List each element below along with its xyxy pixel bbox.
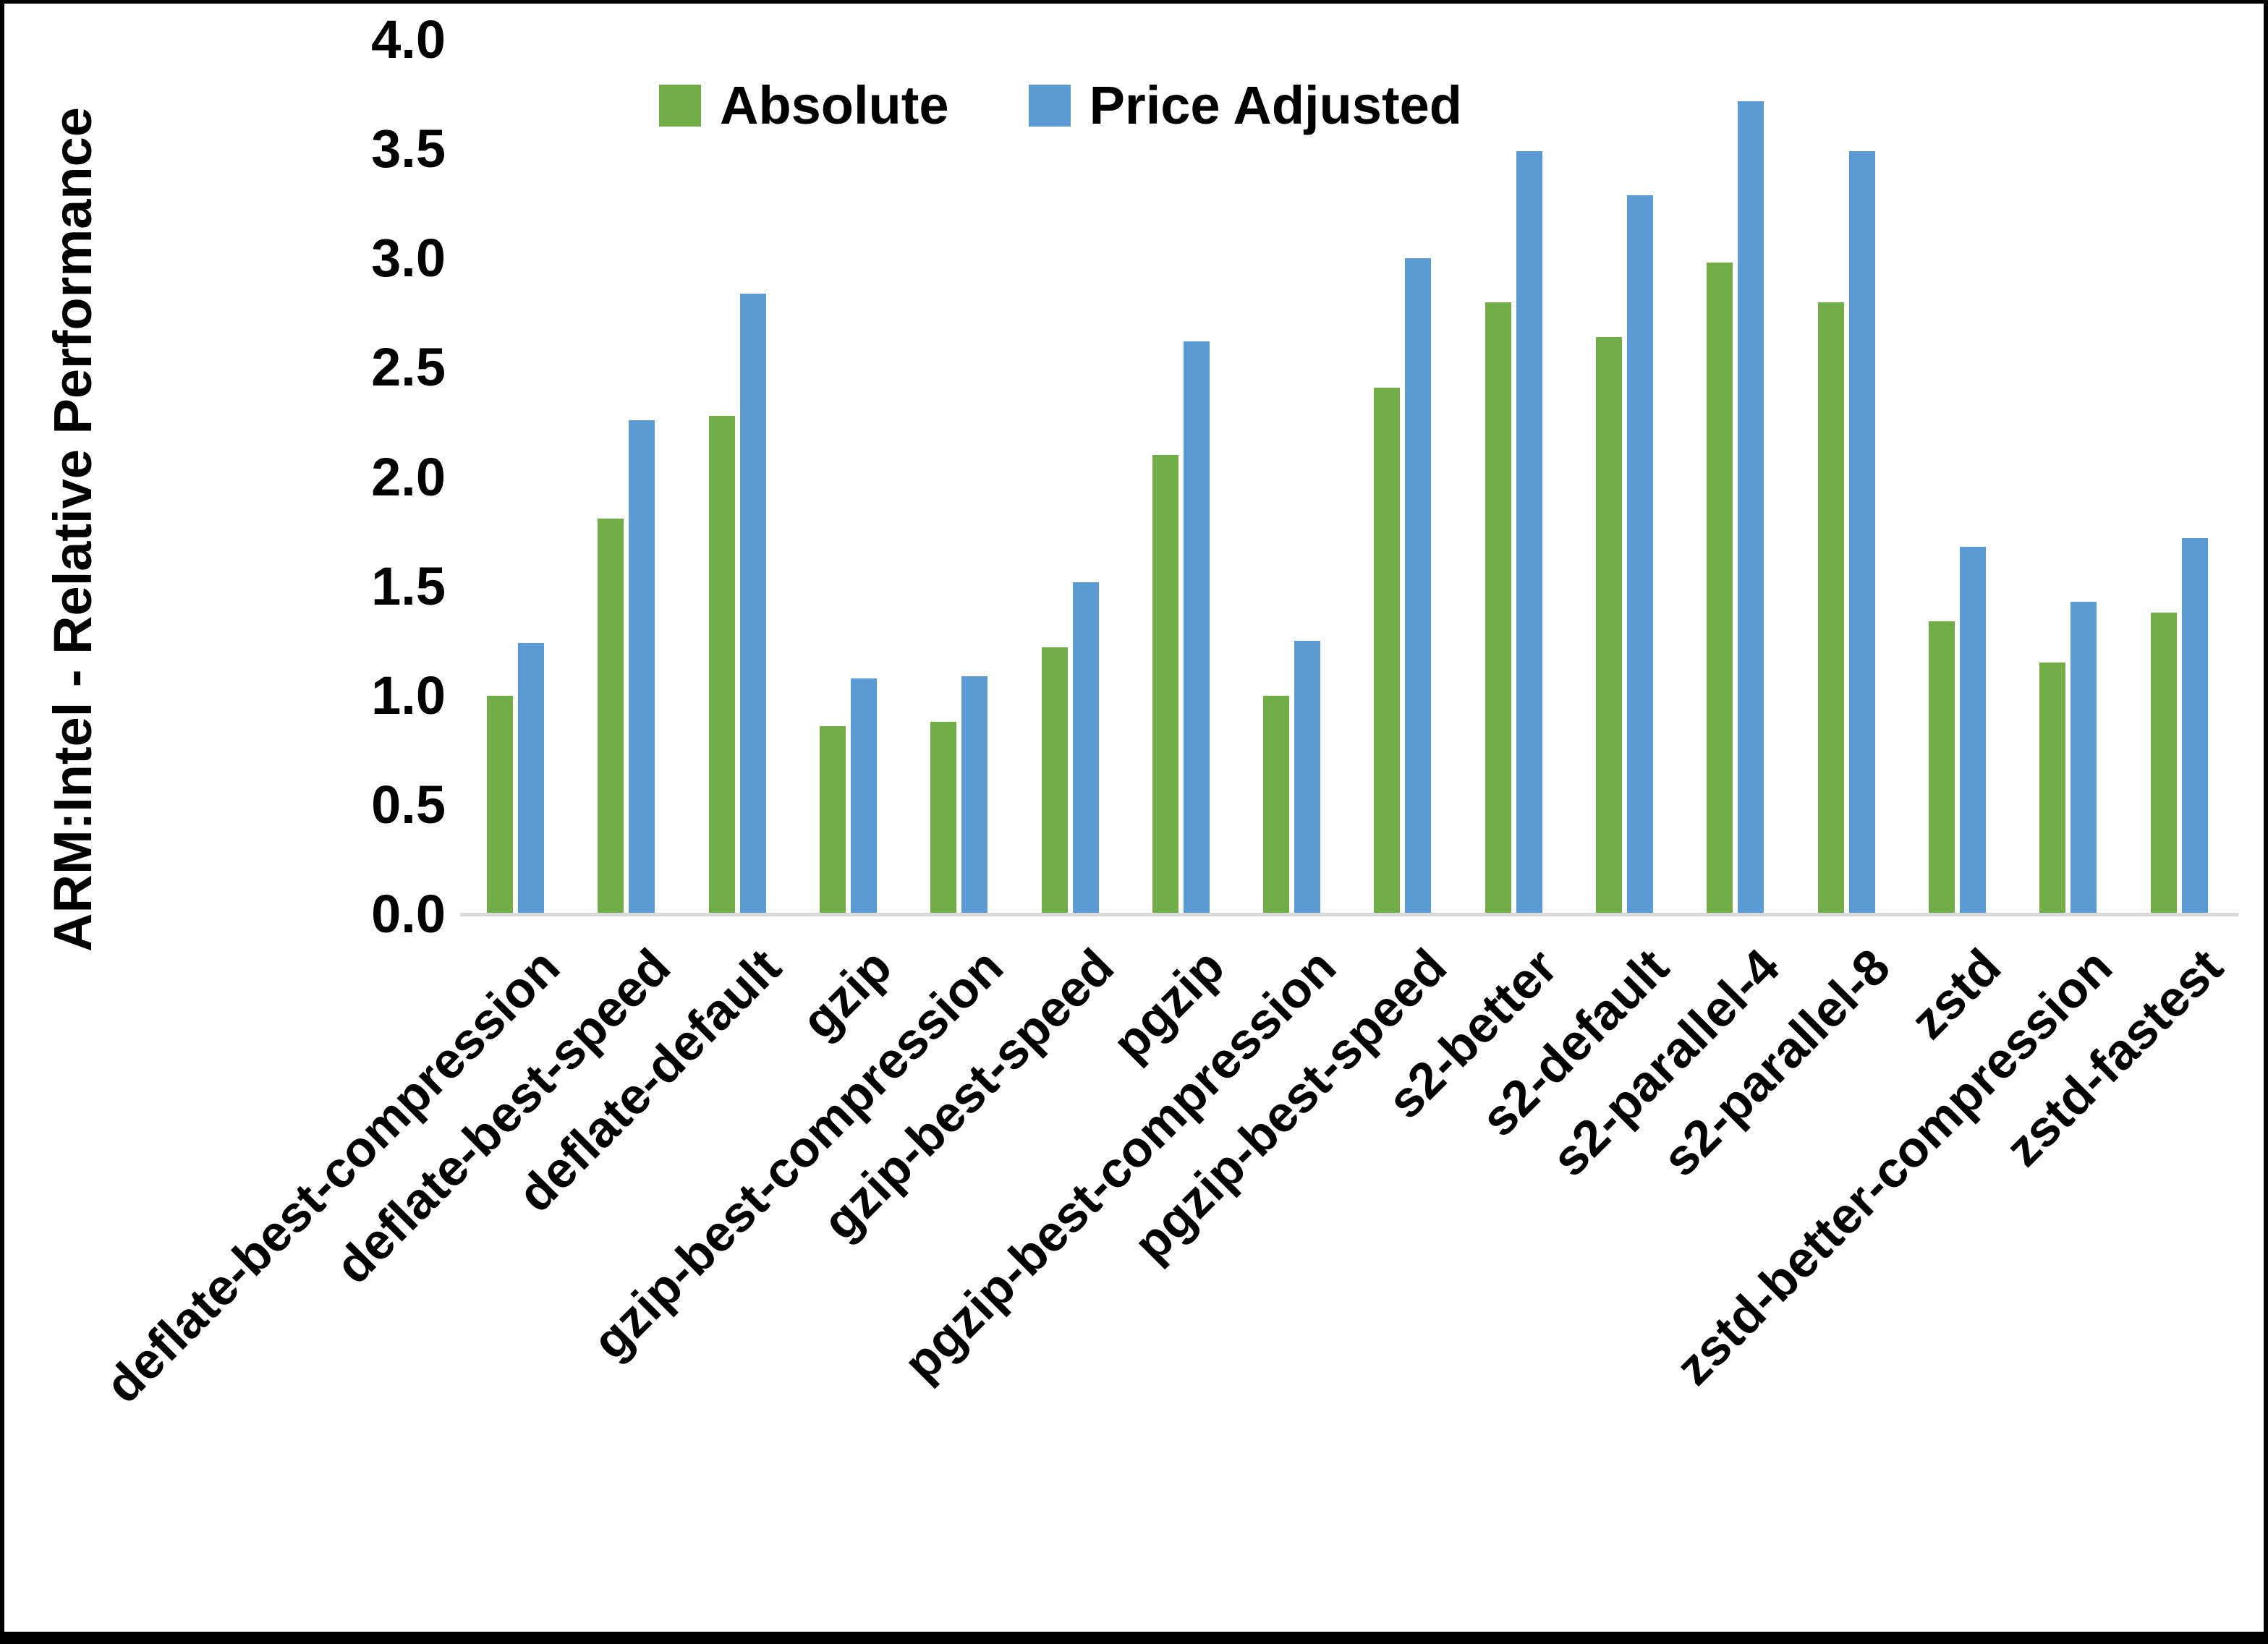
y-tick-label-3.0: 3.0 [371, 228, 446, 289]
y-tick-label-3.5: 3.5 [371, 119, 446, 179]
legend-swatch-price-adjusted [1028, 84, 1071, 127]
bar-absolute-pgzip-best-compression [1263, 695, 1290, 914]
bar-absolute-pgzip-best-speed [1374, 387, 1401, 914]
bar-absolute-deflate-default [708, 415, 735, 914]
legend-item-price-adjusted: Price Adjusted [1028, 74, 1462, 136]
y-tick-label-1.0: 1.0 [371, 665, 446, 725]
bar-absolute-gzip-best-speed [1041, 647, 1068, 914]
bar-absolute-gzip [819, 726, 846, 914]
bar-absolute-deflate-best-speed [598, 518, 624, 914]
bar-price-adjusted-deflate-default [739, 293, 766, 914]
bar-price-adjusted-gzip-best-compression [961, 676, 988, 914]
bar-absolute-zstd [1928, 621, 1955, 914]
bar-price-adjusted-s2-better [1516, 151, 1542, 914]
y-tick-label-0.5: 0.5 [371, 774, 446, 835]
legend-item-absolute: Absolute [659, 74, 949, 136]
bar-absolute-zstd-fastest [2150, 612, 2177, 914]
y-tick-label-4.0: 4.0 [371, 9, 446, 69]
y-tick-label-0.0: 0.0 [371, 884, 446, 944]
bar-absolute-s2-parallel-4 [1707, 263, 1733, 914]
bar-price-adjusted-zstd-fastest [2181, 538, 2208, 914]
bar-price-adjusted-gzip-best-speed [1072, 582, 1099, 914]
bar-absolute-deflate-best-compression [487, 695, 513, 914]
bar-absolute-s2-better [1485, 302, 1511, 914]
legend-swatch-absolute [659, 84, 701, 127]
bar-price-adjusted-deflate-best-compression [518, 643, 544, 914]
bar-price-adjusted-pgzip [1183, 341, 1210, 914]
bar-absolute-s2-parallel-8 [1817, 302, 1844, 914]
bar-absolute-gzip-best-compression [930, 722, 957, 914]
bar-price-adjusted-gzip [850, 678, 877, 914]
bar-absolute-pgzip [1152, 455, 1178, 914]
y-tick-label-1.5: 1.5 [371, 555, 446, 616]
bar-price-adjusted-pgzip-best-compression [1294, 641, 1321, 914]
plot-area [460, 40, 2238, 914]
legend: Absolute Price Adjusted [659, 74, 1462, 136]
legend-label-price-adjusted: Price Adjusted [1089, 75, 1462, 135]
bar-price-adjusted-s2-parallel-4 [1738, 101, 1764, 914]
bar-absolute-zstd-better-compression [2039, 663, 2066, 914]
bar-price-adjusted-s2-default [1627, 195, 1653, 914]
x-axis-line [460, 913, 2238, 916]
bar-price-adjusted-deflate-best-speed [629, 419, 655, 914]
bar-absolute-s2-default [1596, 337, 1622, 914]
legend-label-absolute: Absolute [720, 75, 949, 135]
bar-price-adjusted-zstd [1959, 547, 1986, 914]
y-axis-title: ARM:Intel - Relative Performance [43, 107, 103, 952]
bar-price-adjusted-zstd-better-compression [2070, 601, 2097, 914]
y-tick-label-2.0: 2.0 [371, 446, 446, 507]
y-tick-label-2.5: 2.5 [371, 337, 446, 398]
bar-price-adjusted-s2-parallel-8 [1848, 151, 1875, 914]
bar-price-adjusted-pgzip-best-speed [1405, 258, 1432, 914]
